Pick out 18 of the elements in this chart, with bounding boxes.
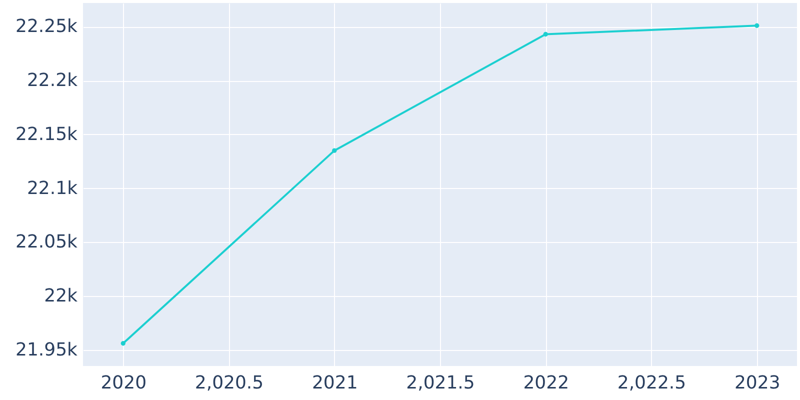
y-tick-label: 21.95k	[16, 339, 78, 360]
point	[120, 341, 126, 346]
x-tick-label: 2,020.5	[194, 372, 264, 394]
y-tick-label: 22.1k	[26, 178, 78, 199]
y-tick-label: 22.05k	[16, 232, 78, 253]
x-tick-label: 2,021.5	[406, 372, 475, 394]
point	[754, 23, 760, 28]
y-tick-label: 22.2k	[26, 70, 78, 92]
y-tick-label: 22.15k	[16, 124, 78, 145]
y-tick-label: 22k	[44, 285, 78, 306]
x-tick-label: 2021	[312, 372, 358, 394]
y-tick-label: 22.25k	[16, 16, 78, 38]
x-tick-label: 2020	[100, 372, 147, 394]
point	[332, 148, 337, 153]
x-tick-label: 2022	[523, 372, 570, 394]
x-tick-label: 2023	[734, 372, 780, 394]
x-tick-label: 2,022.5	[617, 372, 686, 394]
point	[543, 32, 548, 37]
